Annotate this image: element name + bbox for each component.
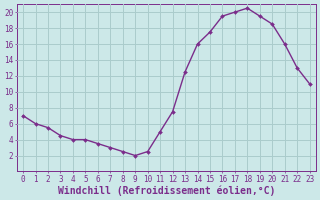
X-axis label: Windchill (Refroidissement éolien,°C): Windchill (Refroidissement éolien,°C) <box>58 185 275 196</box>
